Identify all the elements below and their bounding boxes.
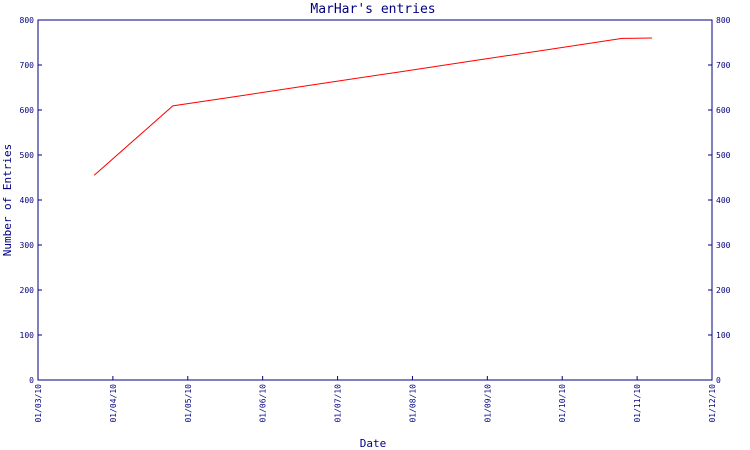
y-tick-label-right: 0	[716, 376, 721, 385]
y-tick-label-left: 100	[20, 331, 35, 340]
x-axis: 01/03/10 01/04/10 01/05/10 01/06/10 01/07/10…	[34, 376, 717, 423]
chart-title: MarHar's entries	[310, 2, 435, 17]
plot-area	[37, 19, 713, 381]
x-tick-label: 01/11/10	[633, 384, 642, 423]
x-tick-label: 01/09/10	[483, 384, 492, 423]
x-tick-label: 01/05/10	[184, 384, 193, 423]
y-axis-right: 0 100 200 300 400 500 600 700 800	[708, 16, 731, 385]
x-tick-label: 01/08/10	[408, 384, 417, 423]
y-tick-label-left: 700	[20, 61, 35, 70]
y-tick-label-right: 200	[716, 286, 731, 295]
x-tick-label: 01/06/10	[259, 384, 268, 423]
series-layer	[93, 37, 653, 176]
y-tick-label-left: 300	[20, 241, 35, 250]
x-tick-label: 01/03/10	[34, 384, 43, 423]
y-tick-label-left: 600	[20, 106, 35, 115]
y-tick-label-right: 100	[716, 331, 731, 340]
x-axis-label: Date	[360, 437, 387, 450]
x-tick-label: 01/10/10	[558, 384, 567, 423]
y-axis-left: 0 100 200 300 400 500 600 700 800	[20, 16, 42, 385]
y-tick-label-left: 400	[20, 196, 35, 205]
y-tick-label-left: 800	[20, 16, 35, 25]
x-tick-label: 01/07/10	[334, 384, 343, 423]
y-tick-label-left: 500	[20, 151, 35, 160]
x-tick-label: 01/04/10	[109, 384, 118, 423]
y-tick-label-right: 600	[716, 106, 731, 115]
y-tick-label-left: 200	[20, 286, 35, 295]
y-tick-label-right: 800	[716, 16, 731, 25]
series-line	[93, 37, 653, 176]
y-tick-label-left: 0	[29, 376, 34, 385]
y-tick-label-right: 300	[716, 241, 731, 250]
y-tick-label-right: 700	[716, 61, 731, 70]
y-axis-label: Number of Entries	[1, 144, 14, 257]
y-tick-label-right: 400	[716, 196, 731, 205]
x-tick-label: 01/12/10	[708, 384, 717, 423]
y-tick-label-right: 500	[716, 151, 731, 160]
